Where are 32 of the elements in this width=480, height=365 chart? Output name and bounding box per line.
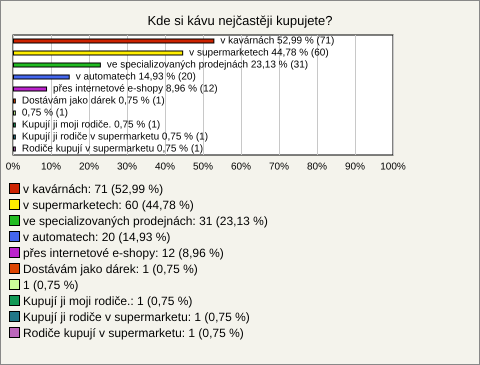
x-tick-label: 0% — [6, 162, 20, 172]
text: Kupují ji rodiče v supermarketu: 1 (0,75 %) — [23, 310, 250, 324]
text: Kupují ji moji rodiče.: 1 (0,75 %) — [23, 294, 192, 308]
text: Dostávám jako dárek: 1 (0,75 %) — [23, 262, 198, 276]
text: v supermarketech: 60 (44,78 %) — [23, 198, 194, 212]
text: ve specializovaných prodejnách: 31 (23,13 %) — [23, 214, 268, 228]
text: přes internetové e-shopy: 12 (8,96 %) — [23, 246, 224, 260]
category-label: v automatech 14,93 % (20) — [76, 72, 196, 82]
x-tick-label: 90% — [344, 162, 366, 172]
text: v kavárnách: 71 (52,99 %) — [23, 182, 164, 196]
x-tick-label: 100% — [380, 162, 406, 172]
x-tick-label: 40% — [154, 162, 176, 172]
category-label: přes internetové e-shopy 8,96 % (12) — [53, 84, 218, 94]
category-label: Kupují ji rodiče v supermarketu 0,75 % (1) — [22, 132, 208, 142]
text: v automatech: 20 (14,93 %) — [23, 230, 170, 244]
x-tick-label: 30% — [116, 162, 138, 172]
category-label: ve specializovaných prodejnách 23,13 % (31) — [106, 60, 308, 70]
category-label: Kupují ji moji rodiče. 0,75 % (1) — [22, 120, 160, 130]
category-label: v supermarketech 44,78 % (60) — [189, 48, 329, 58]
category-label: Rodiče kupují v supermarketu 0,75 % (1) — [22, 144, 204, 154]
category-label: Dostávám jako dárek 0,75 % (1) — [22, 96, 165, 106]
x-tick-label: 80% — [306, 162, 328, 172]
category-label: v kavárnách 52,99 % (71) — [220, 36, 334, 46]
x-tick-label: 10% — [40, 162, 62, 172]
data-label: 0,75 % (1) — [22, 108, 68, 118]
x-tick-label: 60% — [230, 162, 252, 172]
text: 1 (0,75 %) — [23, 278, 78, 292]
x-tick-label: 70% — [268, 162, 290, 172]
x-tick-label: 50% — [192, 162, 214, 172]
x-tick-label: 20% — [78, 162, 100, 172]
chart-title: Kde si kávu nejčastěji kupujete? — [147, 13, 333, 28]
text: Rodiče kupují v supermarketu: 1 (0,75 %) — [23, 326, 244, 340]
